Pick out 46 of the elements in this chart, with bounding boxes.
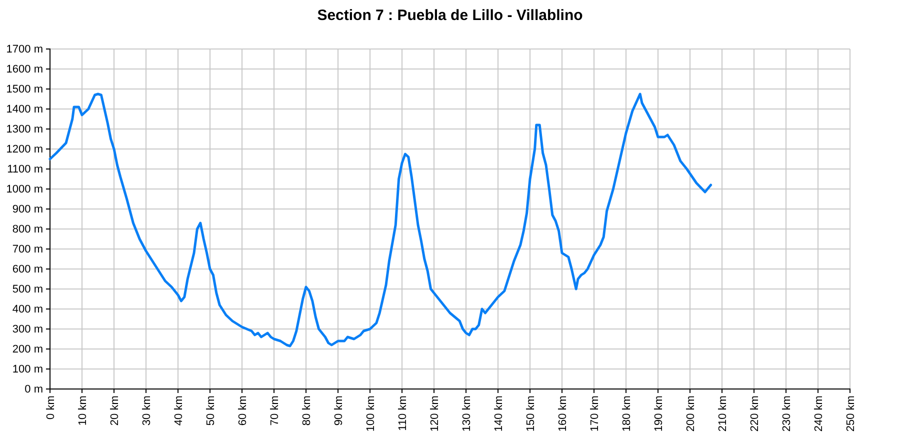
- x-tick-label: 200 km: [684, 396, 697, 432]
- x-tick-label: 170 km: [588, 396, 601, 432]
- y-tick-label: 600 m: [12, 264, 43, 276]
- x-tick-label: 150 km: [524, 396, 537, 432]
- x-tick-label: 80 km: [300, 396, 313, 426]
- y-tick-label: 500 m: [12, 284, 43, 296]
- y-tick-label: 400 m: [12, 304, 43, 316]
- x-tick-label: 30 km: [140, 396, 153, 426]
- y-tick-label: 0 m: [24, 384, 43, 396]
- x-tick-label: 180 km: [620, 396, 633, 432]
- x-tick-label: 130 km: [460, 396, 473, 432]
- y-tick-label: 300 m: [12, 324, 43, 336]
- x-tick-label: 90 km: [332, 396, 345, 426]
- x-tick-label: 210 km: [716, 396, 729, 432]
- y-tick-label: 800 m: [12, 224, 43, 236]
- x-tick-label: 240 km: [812, 396, 825, 432]
- x-tick-label: 160 km: [556, 396, 569, 432]
- x-tick-label: 10 km: [76, 396, 89, 426]
- y-tick-label: 200 m: [12, 344, 43, 356]
- x-tick-label: 20 km: [108, 396, 121, 426]
- x-tick-label: 0 km: [44, 396, 57, 420]
- y-tick-label: 900 m: [12, 204, 43, 216]
- x-tick-label: 190 km: [652, 396, 665, 432]
- x-tick-label: 140 km: [492, 396, 505, 432]
- x-tick-label: 50 km: [204, 396, 217, 426]
- x-tick-label: 110 km: [396, 396, 409, 431]
- y-tick-label: 1300 m: [6, 124, 43, 136]
- x-tick-label: 70 km: [268, 396, 281, 426]
- y-tick-label: 1500 m: [6, 84, 43, 96]
- x-tick-label: 100 km: [364, 396, 377, 432]
- y-tick-label: 1200 m: [6, 144, 43, 156]
- line-series: [48, 92, 712, 348]
- chart-title: Section 7 : Puebla de Lillo - Villablino: [317, 7, 583, 24]
- y-tick-label: 1600 m: [6, 64, 43, 76]
- x-tick-label: 220 km: [748, 396, 761, 432]
- x-tick-label: 230 km: [780, 396, 793, 432]
- y-tick-label: 1100 m: [7, 164, 43, 176]
- x-tick-label: 60 km: [236, 396, 249, 426]
- x-tick-label: 120 km: [428, 396, 441, 432]
- x-tick-label: 40 km: [172, 396, 185, 426]
- y-tick-label: 1700 m: [6, 44, 43, 56]
- y-tick-label: 100 m: [12, 364, 43, 376]
- y-tick-label: 1400 m: [6, 104, 43, 116]
- y-tick-label: 700 m: [12, 244, 43, 256]
- y-tick-label: 1000 m: [6, 184, 43, 196]
- x-tick-label: 250 km: [844, 396, 857, 432]
